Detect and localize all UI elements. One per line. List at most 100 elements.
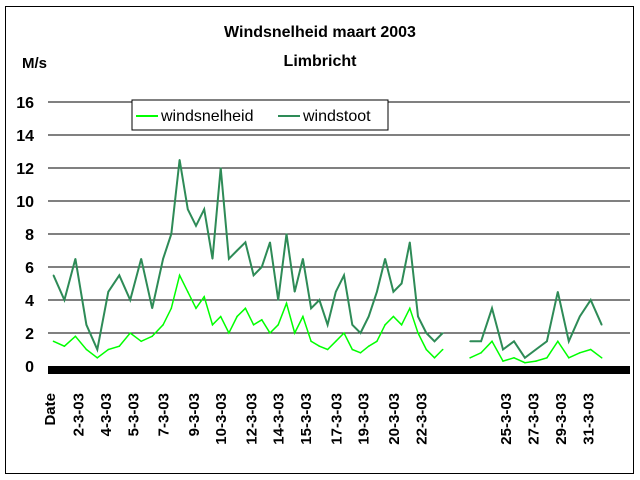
- data-point-windstoot-56: [589, 299, 592, 301]
- data-point-windsnelheid-5: [107, 348, 110, 351]
- data-point-windsnelheid-55: [579, 352, 581, 354]
- data-point-windstoot-50: [524, 357, 526, 359]
- data-point-windstoot-30: [326, 324, 329, 326]
- data-point-windsnelheid-6: [118, 345, 121, 348]
- data-point-windstoot-22: [261, 266, 263, 268]
- data-point-windstoot-47: [491, 307, 493, 310]
- data-point-windsnelheid-2: [74, 335, 77, 338]
- x-tick-label-17-3-03: 17-3-03: [328, 393, 345, 445]
- data-point-windsnelheid-32: [343, 332, 345, 334]
- data-point-windstoot-20: [244, 241, 247, 244]
- data-point-windsnelheid-22: [261, 319, 263, 321]
- data-point-windstoot-29: [318, 299, 321, 301]
- data-point-windstoot-11: [170, 233, 173, 235]
- data-point-windstoot-3: [85, 324, 88, 326]
- data-point-windsnelheid-33: [351, 348, 354, 351]
- gridlines: [48, 101, 630, 334]
- x-tick-label-19-3-03: 19-3-03: [356, 393, 373, 445]
- data-point-windstoot-17: [219, 167, 222, 169]
- data-point-windstoot-5: [107, 291, 110, 293]
- data-point-windstoot-54: [568, 340, 570, 343]
- x-tick-label-31-3-03: 31-3-03: [580, 393, 597, 445]
- data-point-windsnelheid-4: [96, 357, 99, 359]
- data-point-windsnelheid-20: [244, 307, 247, 310]
- data-point-windstoot-10: [162, 258, 164, 260]
- x-tick-label-15-3-03: 15-3-03: [298, 393, 315, 445]
- data-point-windsnelheid-10: [162, 324, 164, 326]
- data-point-windsnelheid-29: [318, 345, 321, 348]
- data-point-windsnelheid-57: [600, 357, 603, 359]
- data-point-windsnelheid-0: [52, 340, 55, 343]
- data-point-windstoot-52: [546, 340, 548, 343]
- data-point-windsnelheid-38: [392, 315, 395, 318]
- data-point-windstoot-12: [178, 159, 181, 161]
- data-point-windstoot-2: [74, 258, 77, 260]
- data-point-windstoot-9: [151, 307, 153, 310]
- data-point-windsnelheid-13: [187, 291, 189, 293]
- data-point-windsnelheid-15: [203, 295, 205, 298]
- data-point-windsnelheid-27: [302, 315, 304, 318]
- data-point-windstoot-24: [277, 299, 280, 301]
- series-lines: [52, 159, 603, 364]
- data-point-windsnelheid-21: [252, 324, 255, 326]
- data-point-windsnelheid-26: [293, 332, 296, 334]
- data-point-windsnelheid-9: [151, 335, 153, 338]
- x-tick-label-4-3-03: 4-3-03: [98, 393, 115, 436]
- data-point-windsnelheid-35: [367, 345, 370, 348]
- data-point-windstoot-4: [96, 348, 99, 351]
- y-axis-label: M/s: [22, 55, 47, 72]
- data-point-windsnelheid-43: [433, 357, 436, 359]
- y-tick-label-16: 16: [16, 95, 34, 112]
- data-point-windsnelheid-7: [129, 332, 131, 334]
- data-point-windstoot-53: [557, 291, 559, 293]
- data-point-windstoot-14: [195, 225, 197, 227]
- data-point-windsnelheid-52: [546, 357, 548, 359]
- data-point-windsnelheid-44: [441, 348, 444, 351]
- data-point-windstoot-38: [392, 291, 395, 293]
- data-point-windsnelheid-36: [376, 340, 378, 343]
- y-tick-label-10: 10: [16, 194, 34, 211]
- y-tick-label-8: 8: [25, 227, 34, 244]
- x-tick-label-25-3-03: 25-3-03: [498, 393, 515, 445]
- data-point-windstoot-16: [211, 258, 214, 260]
- data-point-windstoot-6: [118, 274, 121, 277]
- data-point-windsnelheid-31: [335, 340, 337, 343]
- data-point-windstoot-40: [409, 241, 411, 244]
- chart-frame: [5, 6, 634, 474]
- x-tick-label-5-3-03: 5-3-03: [125, 393, 142, 436]
- data-point-windsnelheid-54: [568, 357, 570, 359]
- data-point-windsnelheid-12: [178, 274, 181, 277]
- x-tick-label-14-3-03: 14-3-03: [271, 393, 288, 445]
- data-point-windstoot-25: [285, 233, 288, 235]
- data-point-windsnelheid-1: [63, 345, 66, 348]
- legend-label-windsnelheid: windsnelheid: [160, 108, 254, 125]
- y-tick-label-14: 14: [16, 128, 34, 145]
- x-tick-label-27-3-03: 27-3-03: [526, 393, 543, 445]
- x-axis-baseline: [48, 366, 630, 374]
- data-point-windstoot-49: [513, 340, 515, 343]
- x-tick-label-12-3-03: 12-3-03: [243, 393, 260, 445]
- data-point-windsnelheid-42: [425, 348, 428, 351]
- data-point-windsnelheid-46: [480, 352, 482, 354]
- data-point-windsnelheid-48: [502, 360, 504, 362]
- data-point-windstoot-45: [469, 340, 471, 343]
- data-point-windsnelheid-45: [469, 357, 471, 359]
- data-point-windstoot-37: [384, 258, 386, 260]
- y-tick-label-6: 6: [25, 260, 34, 277]
- data-point-windstoot-18: [228, 258, 230, 260]
- data-point-windstoot-44: [441, 332, 444, 334]
- data-point-windsnelheid-34: [359, 352, 362, 354]
- data-point-windstoot-57: [600, 324, 603, 326]
- data-point-windstoot-15: [203, 208, 205, 211]
- data-point-windsnelheid-11: [170, 307, 173, 310]
- legend-label-windstoot: windstoot: [302, 108, 371, 125]
- data-point-windsnelheid-17: [219, 315, 222, 318]
- data-point-windsnelheid-25: [285, 302, 288, 305]
- x-tick-label-10-3-03: 10-3-03: [213, 393, 230, 445]
- y-tick-label-12: 12: [16, 161, 34, 178]
- y-tick-label-4: 4: [25, 293, 34, 310]
- data-point-windstoot-28: [310, 307, 312, 310]
- data-point-windsnelheid-49: [513, 357, 515, 359]
- data-point-windsnelheid-30: [326, 348, 329, 351]
